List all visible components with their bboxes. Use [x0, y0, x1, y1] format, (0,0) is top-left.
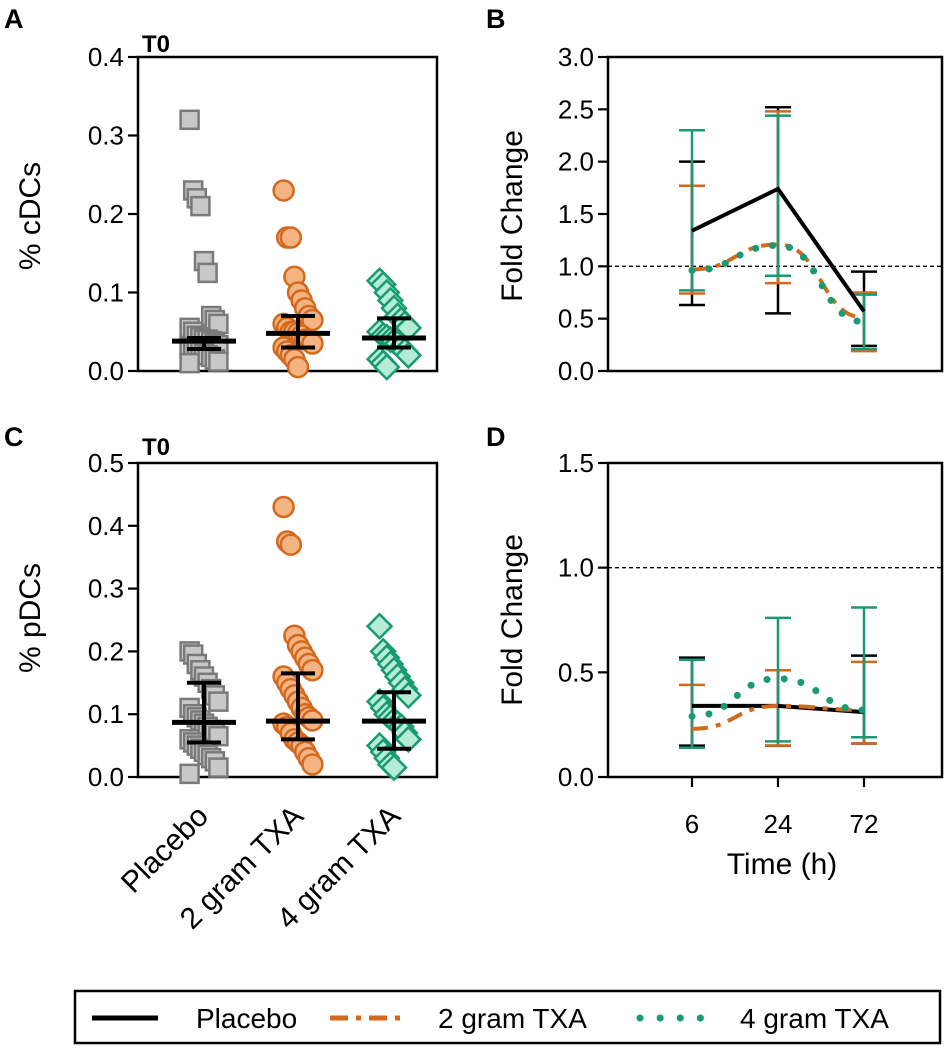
- panel-a-ylabel: % cDCs: [14, 162, 47, 270]
- panel-c-annotation: T0: [142, 434, 170, 461]
- panel-letter-a: A: [4, 4, 24, 34]
- panel-b-ytick-label: 0.0: [558, 356, 594, 386]
- panel-d-xlabel: Time (h): [727, 848, 838, 881]
- panel-b-plot: 0.0 0.5 1.0 1.5 2.0 2.5 3.0: [558, 42, 944, 386]
- panel-c-ytick-label: 0.5: [88, 448, 124, 478]
- point-4-gram-txa: [380, 753, 408, 782]
- panel-d-ylabel: Fold Change: [496, 534, 529, 706]
- point-placebo: [197, 262, 218, 284]
- legend-label-2g-txa: 2 gram TXA: [438, 1003, 587, 1034]
- panel-c-frame: [136, 461, 439, 779]
- point-4-gram-txa: [373, 353, 401, 381]
- point-4-gram-txa: [365, 612, 394, 641]
- point-2-gram-txa: [286, 355, 310, 379]
- point-2-gram-txa: [272, 179, 295, 202]
- panel-letter-c: C: [4, 422, 24, 452]
- point-placebo: [179, 763, 200, 785]
- panel-letter-d: D: [486, 422, 506, 452]
- point-placebo: [190, 195, 211, 217]
- point-2-gram-txa: [301, 753, 324, 776]
- category-label-placebo: Placebo: [115, 800, 215, 900]
- panel-d-plot: 0.0 0.5 1.0 1.5 6 24 72: [558, 448, 944, 839]
- legend-label-placebo: Placebo: [196, 1003, 297, 1034]
- panel-b-ytick-label: 2.5: [558, 94, 594, 124]
- panel-a-plot: 0.0 0.1 0.2 0.3 0.4: [88, 42, 439, 386]
- point-2-gram-txa: [301, 658, 324, 682]
- panel-b-ytick-label: 1.0: [558, 251, 594, 281]
- series-line-2-gram-txa: [691, 703, 865, 731]
- panel-b-ytick-label: 1.5: [558, 199, 594, 229]
- panel-b-ytick-label: 0.5: [558, 304, 594, 334]
- panel-letter-b: B: [486, 4, 506, 34]
- point-placebo: [208, 757, 229, 778]
- point-placebo: [208, 691, 229, 712]
- panel-d-ytick-label: 1.0: [558, 553, 594, 583]
- point-2-gram-txa: [301, 332, 324, 355]
- legend: Placebo 2 gram TXA 4 gram TXA: [73, 989, 942, 1045]
- panel-c-ytick-label: 0.2: [88, 636, 124, 666]
- panel-c-ylabel: % pDCs: [14, 563, 47, 673]
- point-placebo: [179, 352, 200, 374]
- point-2-gram-txa: [272, 495, 295, 519]
- panel-b-frame: [606, 55, 944, 373]
- point-2-gram-txa: [279, 533, 303, 556]
- panel-c-ytick-label: 0.0: [88, 762, 124, 792]
- point-4-gram-txa: [394, 725, 423, 754]
- legend-label-4g-txa: 4 gram TXA: [740, 1003, 889, 1034]
- legend-box: [73, 989, 942, 1045]
- panel-b-ytick-label: 2.0: [558, 147, 594, 177]
- panel-c-ytick-label: 0.1: [88, 699, 124, 729]
- panel-a-ytick-label: 0.1: [88, 278, 124, 308]
- panel-c-ytick-label: 0.3: [88, 574, 124, 604]
- panel-d-ytick-label: 0.0: [558, 762, 594, 792]
- panel-c-plot: 0.0 0.1 0.2 0.3 0.4 0.5: [88, 448, 439, 792]
- series-line-placebo: [692, 703, 865, 715]
- panel-a-ytick-label: 0.3: [88, 121, 124, 151]
- panel-d-xtick-label: 24: [764, 809, 793, 839]
- panel-b-ylabel: Fold Change: [496, 130, 529, 302]
- series-line-placebo: [691, 186, 866, 313]
- panel-d-xtick-label: 6: [685, 809, 699, 839]
- panel-a-ytick-label: 0.2: [88, 199, 124, 229]
- panel-b-ytick-label: 3.0: [558, 42, 594, 72]
- point-2-gram-txa: [279, 226, 303, 249]
- panel-a-annotation: T0: [142, 31, 170, 58]
- panel-d-ytick-label: 0.5: [558, 657, 594, 687]
- panel-d-xtick-label: 72: [850, 809, 879, 839]
- panel-d-ytick-label: 1.5: [558, 448, 594, 478]
- point-placebo: [179, 109, 200, 131]
- panel-c-ytick-label: 0.4: [88, 511, 124, 541]
- point-placebo: [208, 351, 229, 372]
- series-line-4-gram-txa: [688, 241, 868, 326]
- panel-a-ytick-label: 0.4: [88, 42, 124, 72]
- panel-d-frame: [606, 461, 944, 779]
- panel-a-ytick-label: 0.0: [88, 356, 124, 386]
